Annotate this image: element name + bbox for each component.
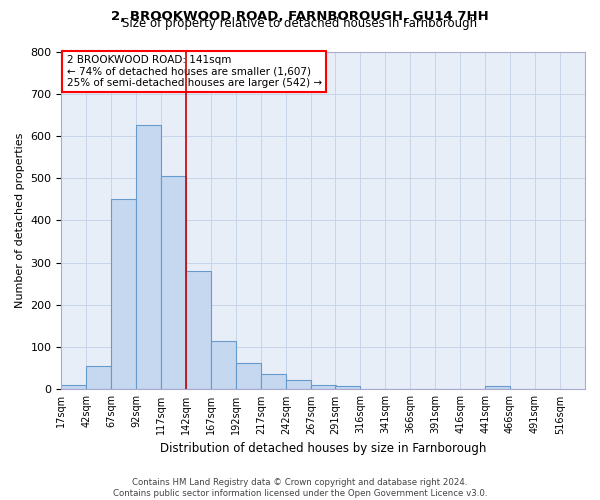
Bar [236, 363, 261, 390]
Bar [112, 200, 136, 390]
Text: Size of property relative to detached houses in Farnborough: Size of property relative to detached ho… [122, 18, 478, 30]
X-axis label: Distribution of detached houses by size in Farnborough: Distribution of detached houses by size … [160, 442, 487, 455]
Bar [136, 126, 161, 390]
Text: 2, BROOKWOOD ROAD, FARNBOROUGH, GU14 7HH: 2, BROOKWOOD ROAD, FARNBOROUGH, GU14 7HH [111, 10, 489, 23]
Bar [86, 366, 112, 390]
Bar [211, 341, 236, 390]
Bar [286, 380, 311, 390]
Text: 2 BROOKWOOD ROAD: 141sqm
← 74% of detached houses are smaller (1,607)
25% of sem: 2 BROOKWOOD ROAD: 141sqm ← 74% of detach… [67, 55, 322, 88]
Bar [311, 385, 336, 390]
Bar [485, 386, 510, 390]
Bar [161, 176, 187, 390]
Text: Contains HM Land Registry data © Crown copyright and database right 2024.
Contai: Contains HM Land Registry data © Crown c… [113, 478, 487, 498]
Bar [187, 271, 211, 390]
Bar [61, 385, 86, 390]
Y-axis label: Number of detached properties: Number of detached properties [15, 133, 25, 308]
Bar [261, 374, 286, 390]
Bar [335, 386, 360, 390]
